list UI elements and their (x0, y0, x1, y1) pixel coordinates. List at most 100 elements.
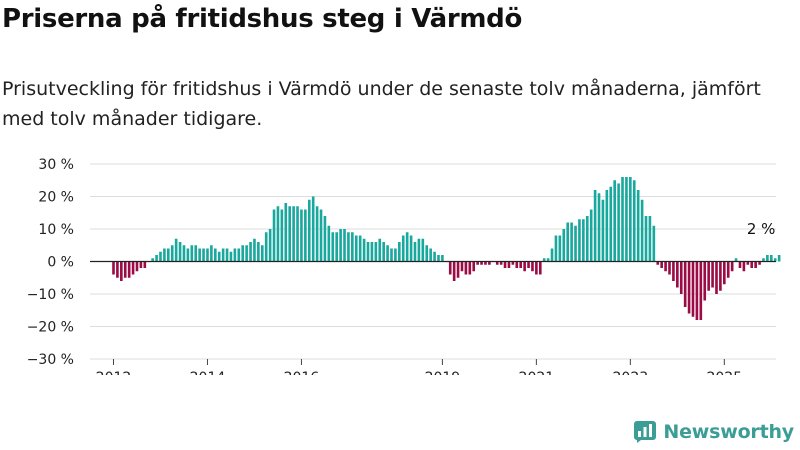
bar (711, 261, 714, 288)
bar (480, 261, 483, 265)
newsworthy-logo-icon (634, 421, 657, 443)
y-tick-label: 10 % (38, 222, 74, 238)
bar (351, 232, 354, 262)
bar (358, 235, 362, 262)
x-tick-label: 2014 (190, 370, 226, 375)
bar (307, 199, 311, 262)
bar (538, 261, 542, 275)
bar (613, 180, 616, 262)
bar (292, 206, 295, 262)
bar (640, 199, 644, 262)
brand: Newsworthy (633, 420, 794, 444)
bar (476, 261, 479, 265)
bar (468, 261, 472, 275)
bar (683, 261, 687, 307)
bar (276, 206, 280, 262)
bar (315, 206, 319, 262)
x-axis: 2012 2014 2016 2019 2021 2023 2025 (96, 359, 742, 375)
bar (625, 177, 628, 262)
bar (178, 242, 182, 262)
bar (163, 248, 166, 262)
bar (398, 242, 401, 262)
y-tick-label: −10 % (27, 287, 74, 303)
bar (202, 248, 205, 262)
bar (750, 261, 754, 268)
bar (386, 245, 389, 262)
bar (413, 242, 417, 262)
chart-title: Priserna på fritidshus steg i Värmdö (2, 4, 523, 34)
bar (621, 177, 624, 262)
bar (159, 251, 162, 262)
bar (139, 261, 143, 268)
x-tick-label: 2023 (613, 370, 649, 375)
y-tick-label: 0 % (47, 255, 74, 271)
bar (585, 216, 589, 262)
bar (617, 183, 620, 262)
bar (507, 261, 511, 268)
y-tick-label: −30 % (27, 352, 74, 368)
bar-chart: 30 %20 %10 %0 %−10 %−20 %−30 % 201220142… (27, 157, 781, 375)
bar (151, 258, 154, 262)
bar (723, 261, 726, 285)
bar (198, 248, 201, 262)
bar (676, 261, 679, 288)
bar (374, 242, 378, 262)
bar (523, 261, 526, 272)
bar (272, 209, 276, 262)
bar (182, 245, 186, 262)
y-tick-label: 30 % (38, 157, 74, 173)
latest-value-annotation: 2 % (747, 220, 776, 238)
bar (339, 229, 342, 262)
bar (519, 261, 523, 268)
bar (484, 261, 487, 265)
bar (550, 248, 554, 262)
x-tick-label: 2012 (96, 370, 132, 375)
bar (656, 261, 660, 265)
bar (707, 261, 710, 291)
bar (719, 261, 722, 291)
bar (644, 216, 648, 262)
bar (766, 255, 769, 262)
bar (515, 261, 519, 268)
bar (652, 225, 656, 262)
bar (582, 219, 585, 262)
bar (636, 190, 640, 262)
bar (762, 258, 765, 262)
bar (245, 245, 248, 262)
bar (343, 229, 346, 262)
bar (589, 209, 593, 262)
bar (304, 209, 307, 262)
bar (527, 261, 530, 268)
bar (190, 245, 194, 262)
bar (213, 248, 217, 262)
bar (229, 251, 233, 262)
bar (546, 258, 550, 262)
bar (221, 248, 225, 262)
bar (660, 261, 663, 268)
bar (499, 261, 503, 265)
bar (726, 261, 730, 278)
bar (296, 206, 299, 262)
y-axis-labels: 30 % 20 % 10 % 0 % −10 % −20 % −30 % (27, 157, 74, 368)
bar (237, 248, 241, 262)
bar (503, 261, 507, 268)
bar (570, 222, 573, 262)
bar (632, 180, 636, 262)
bar (554, 235, 558, 262)
bar (425, 245, 429, 262)
x-tick-label: 2021 (519, 370, 555, 375)
bar (123, 261, 127, 278)
bar (155, 255, 158, 262)
bar (715, 261, 718, 294)
bar (562, 229, 566, 262)
bar (194, 245, 198, 262)
bar (319, 209, 323, 262)
bar (542, 258, 546, 262)
bar (131, 261, 135, 275)
bar (433, 251, 436, 262)
bar (394, 248, 397, 262)
bar (452, 261, 456, 281)
bar (730, 261, 734, 272)
bar (593, 190, 597, 262)
bar (429, 248, 432, 262)
